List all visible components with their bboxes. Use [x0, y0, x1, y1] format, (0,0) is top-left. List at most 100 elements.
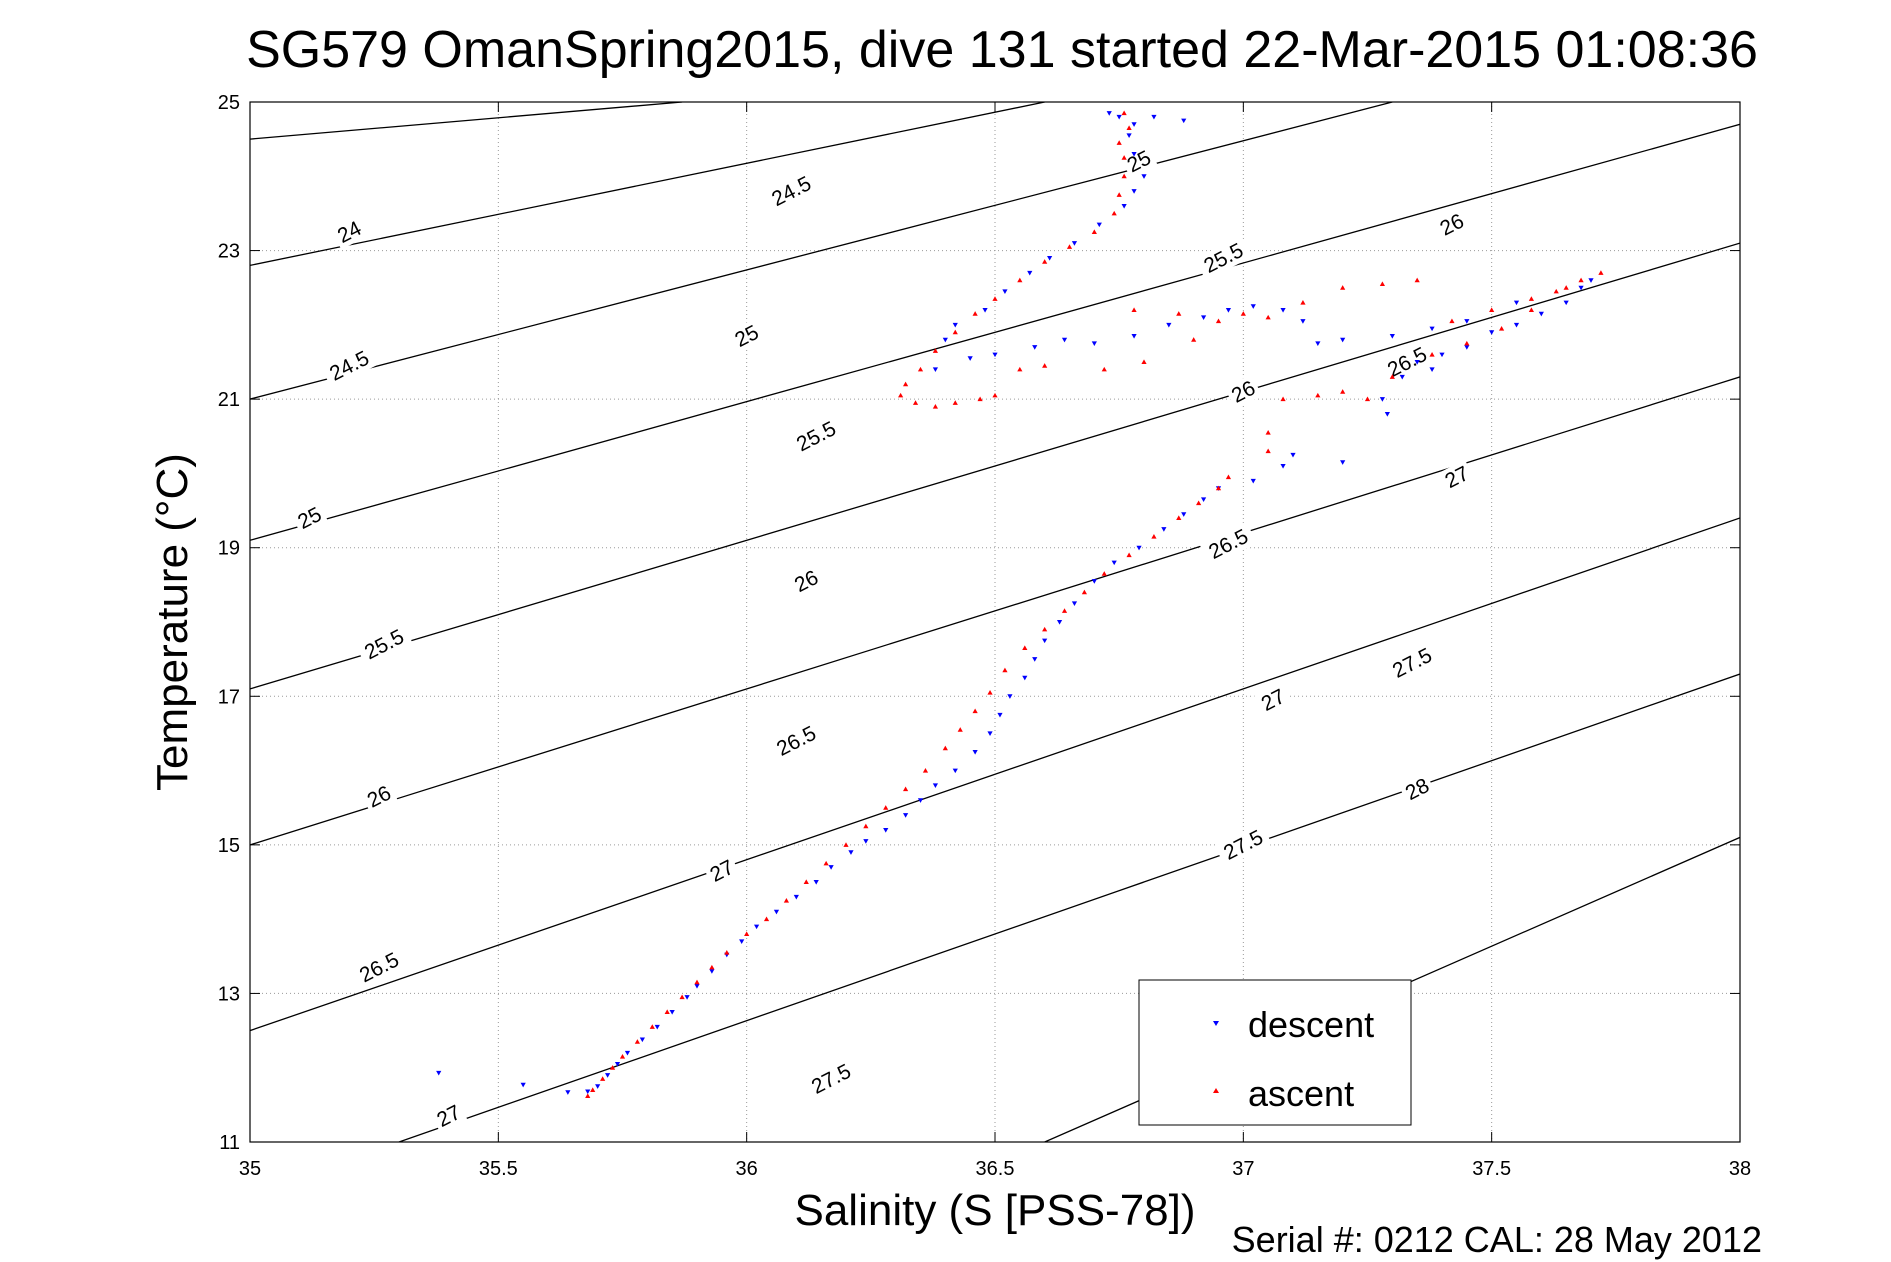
descent-point — [1121, 204, 1127, 209]
isopycnal-label-bg — [1214, 822, 1272, 868]
isopycnal-label-bg — [702, 853, 741, 889]
descent-point — [1096, 222, 1102, 228]
isopycnal-label-bg — [762, 168, 821, 214]
ascent-point — [1449, 318, 1455, 324]
descent-point — [1161, 527, 1167, 532]
isopycnal-label-bg — [429, 1098, 468, 1134]
ascent-point — [843, 842, 849, 847]
descent-point — [1071, 601, 1078, 607]
ascent-point — [823, 860, 829, 866]
descent-point — [1389, 334, 1395, 339]
descent-point — [932, 783, 938, 789]
descent-point — [1300, 319, 1306, 324]
descent-point — [654, 1024, 660, 1030]
ascent-point — [1225, 474, 1232, 480]
ascent-point — [1315, 392, 1321, 398]
isopycnal-line — [250, 242, 1740, 690]
ascent-point — [649, 1024, 655, 1029]
descent-point — [1201, 315, 1207, 321]
ascent-point — [1126, 552, 1132, 558]
descent-point — [1126, 133, 1132, 139]
isopycnal-label-bg — [355, 621, 413, 667]
descent-point — [1464, 319, 1470, 324]
isopycnal-label-bg — [350, 944, 408, 990]
ascent-point — [942, 745, 948, 751]
descent-point — [987, 731, 993, 737]
descent-point — [1414, 360, 1420, 365]
y-axis-label: Temperature (°C) — [148, 453, 197, 791]
ascent-point — [1151, 533, 1157, 539]
ascent-point — [932, 403, 938, 409]
legend-ascent-marker — [1213, 1088, 1219, 1093]
isopycnal-line — [250, 376, 1740, 846]
isopycnal-line — [250, 102, 1045, 267]
descent-point — [1131, 189, 1137, 194]
y-axis-ticks: 11 13 15 17 19 21 23 25 — [218, 92, 1740, 1154]
isopycnal-label-bg — [360, 779, 398, 815]
ascent-point — [883, 805, 889, 810]
descent-point — [1047, 256, 1053, 261]
ascent-point — [1389, 374, 1395, 379]
legend-box — [1138, 979, 1412, 1126]
ascent-point — [1464, 340, 1470, 346]
ascent-point — [1101, 366, 1107, 372]
descent-point — [1181, 512, 1187, 517]
ascent-point — [600, 1076, 606, 1081]
descent-point — [684, 995, 690, 1000]
isopycnal-label-bg — [320, 343, 378, 389]
ascent-point — [1340, 389, 1346, 394]
descent-point — [1280, 464, 1286, 469]
ascent-point — [1042, 259, 1048, 264]
descent-point — [992, 352, 998, 358]
ascent-point — [1111, 210, 1117, 216]
descent-point — [1563, 300, 1569, 306]
descent-point — [1538, 311, 1544, 317]
descent-point — [624, 1050, 631, 1056]
isopycnal-label-bg — [330, 214, 369, 250]
ascent-series — [585, 110, 1604, 1098]
descent-point — [1042, 638, 1048, 644]
ascent-point — [783, 897, 789, 903]
descent-point — [1002, 289, 1008, 295]
ascent-point — [1116, 192, 1122, 197]
descent-point — [1250, 304, 1256, 309]
ascent-point — [679, 994, 685, 1000]
descent-point — [1131, 122, 1137, 127]
isopycnal-label-bg — [787, 413, 845, 459]
descent-point — [982, 308, 988, 313]
ascent-point — [664, 1009, 670, 1014]
descent-point — [1384, 412, 1390, 417]
descent-point — [614, 1062, 621, 1067]
isopycnal-label-bg — [1433, 207, 1471, 243]
descent-point — [436, 1070, 442, 1076]
descent-point — [754, 924, 760, 930]
ascent-point — [585, 1093, 591, 1098]
ascent-point — [694, 979, 700, 985]
ascent-point — [903, 786, 909, 792]
isopycnal-label-bg — [767, 718, 825, 764]
descent-point — [1032, 657, 1038, 662]
ascent-point — [1215, 318, 1222, 324]
ascent-point — [1061, 608, 1068, 613]
ascent-point — [1499, 325, 1505, 331]
ascent-point — [1091, 229, 1097, 234]
descent-point — [1340, 337, 1346, 343]
descent-point — [709, 969, 715, 974]
ascent-point — [987, 689, 993, 695]
descent-series — [436, 111, 1594, 1095]
ascent-point — [917, 366, 924, 372]
ascent-point — [1081, 589, 1087, 595]
descent-point — [694, 984, 700, 989]
descent-point — [903, 813, 909, 818]
descent-point — [793, 894, 799, 900]
descent-point — [595, 1084, 601, 1089]
ascent-point — [1364, 396, 1371, 402]
ascent-point — [932, 348, 938, 353]
descent-point — [1141, 174, 1147, 179]
ascent-point — [1121, 110, 1127, 116]
ascent-point — [1017, 277, 1023, 283]
descent-point — [942, 337, 948, 343]
isopycnal-line — [398, 673, 1740, 1142]
descent-point — [1106, 111, 1112, 116]
ascent-point — [992, 296, 998, 301]
